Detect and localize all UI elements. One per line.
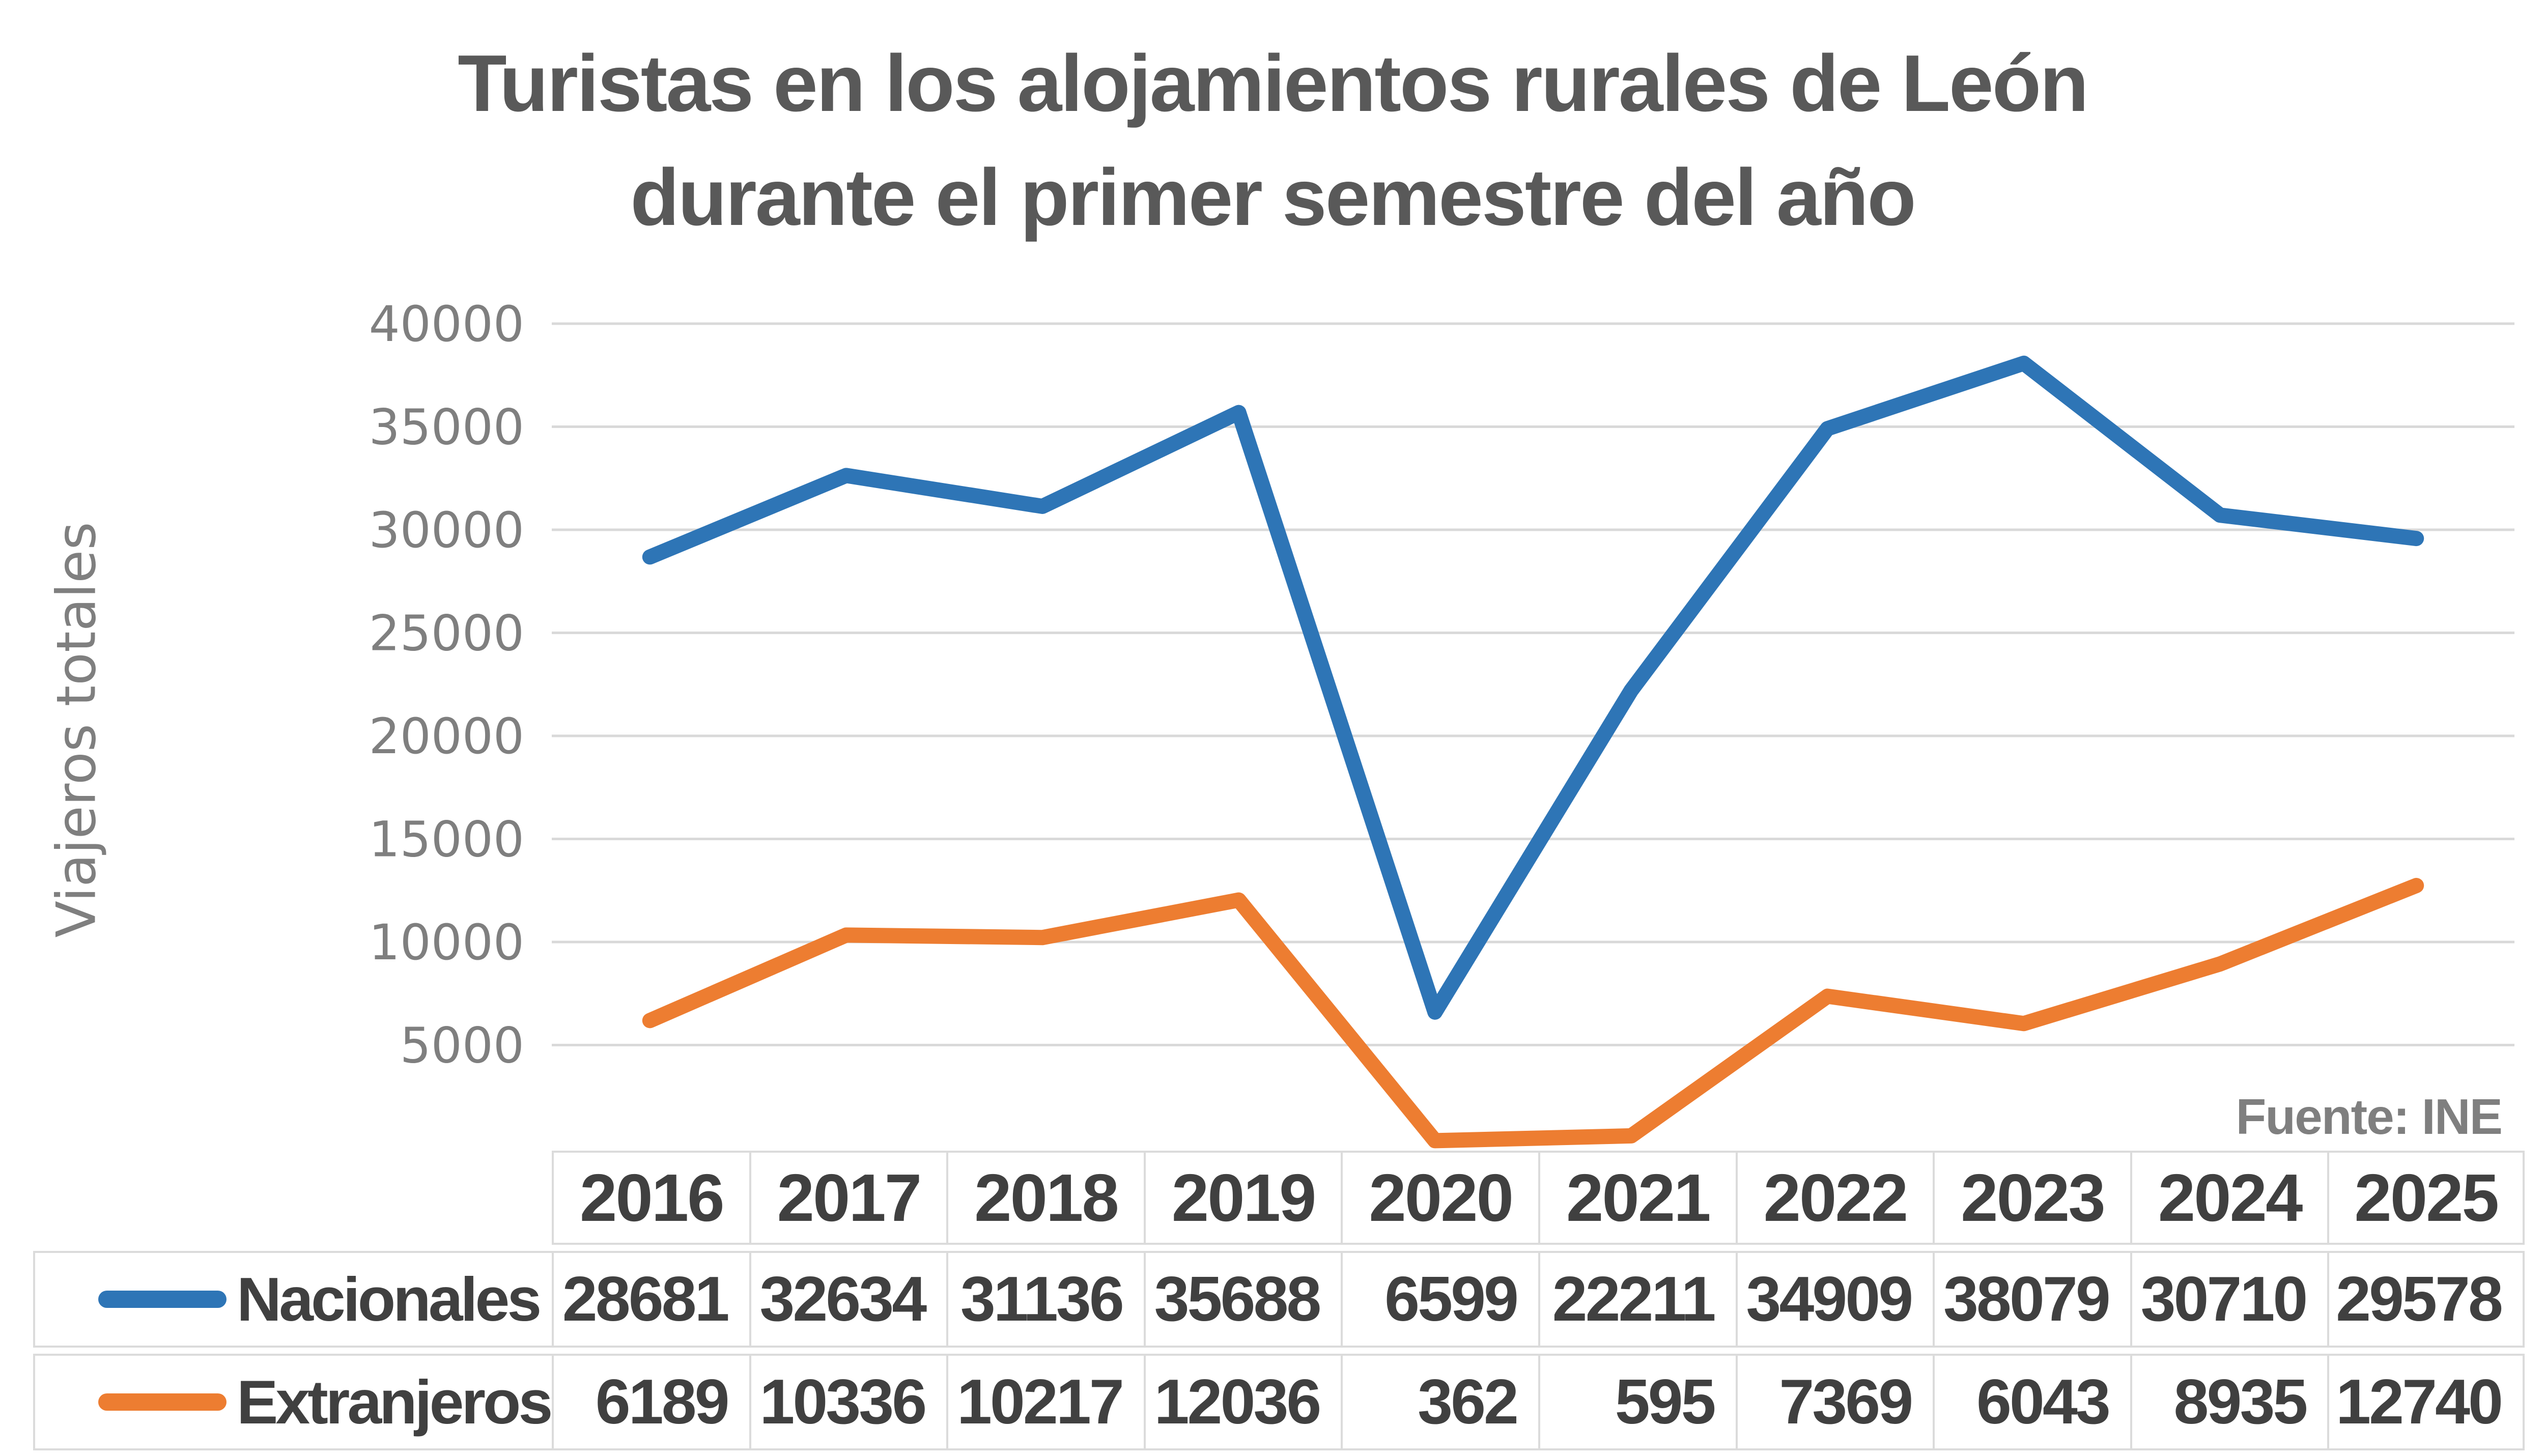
year-header-cell: 2025 — [2327, 1150, 2525, 1245]
y-axis-title: Viajeros totales — [45, 521, 108, 938]
year-header-cell: 2023 — [1933, 1150, 2130, 1245]
value-cell: 6189 — [552, 1353, 749, 1450]
data-table: 2016 2017 2018 2019 2020 2021 2022 2023 2024 2025… — [33, 1150, 2525, 1450]
chart-title-line2: durante el primer semestre del año — [630, 153, 1916, 243]
series-label-cell: Nacionales — [33, 1250, 552, 1348]
series-name-label: Nacionales — [237, 1264, 542, 1334]
value-cell: 8935 — [2130, 1353, 2328, 1450]
value-cell: 10217 — [946, 1353, 1144, 1450]
value-cell: 7369 — [1735, 1353, 1933, 1450]
chart-svg: 5000 10000 15000 20000 25000 30000 35000 40000 — [369, 296, 2514, 1149]
value-cell: 29578 — [2327, 1250, 2525, 1348]
year-header-cell: 2018 — [946, 1150, 1144, 1245]
chart-title: Turistas en los alojamientos rurales de … — [0, 0, 2545, 255]
chart-area: 5000 10000 15000 20000 25000 30000 35000 40000 … — [0, 255, 2545, 1151]
year-header-cell: 2020 — [1341, 1150, 1538, 1245]
legend-swatch-nacionales — [98, 1290, 227, 1308]
table-corner-spacer — [33, 1151, 552, 1245]
value-cell: 35688 — [1143, 1250, 1341, 1348]
value-cell: 34909 — [1735, 1250, 1933, 1348]
series-line-extranjeros — [642, 877, 2424, 1149]
year-header-cell: 2017 — [749, 1150, 947, 1245]
value-cell: 6043 — [1933, 1353, 2130, 1450]
legend-swatch-extranjeros — [98, 1393, 227, 1411]
source-note: Fuente: INE — [2236, 1088, 2503, 1145]
y-tick-label-35000: 35000 — [369, 398, 524, 455]
value-cell: 10336 — [749, 1353, 947, 1450]
value-cell: 30710 — [2130, 1250, 2328, 1348]
y-tick-label-25000: 25000 — [369, 605, 524, 662]
y-tick-label-20000: 20000 — [369, 708, 524, 765]
chart-title-line1: Turistas en los alojamientos rurales de … — [458, 39, 2089, 128]
y-tick-label-40000: 40000 — [369, 296, 524, 353]
y-tick-label-5000: 5000 — [400, 1017, 524, 1074]
series-label-cell: Extranjeros — [33, 1353, 553, 1450]
year-header-cell: 2022 — [1735, 1150, 1933, 1245]
value-cell: 28681 — [552, 1250, 749, 1348]
year-header-cell: 2019 — [1143, 1150, 1341, 1245]
y-tick-label-30000: 30000 — [369, 502, 524, 559]
value-cell: 362 — [1341, 1353, 1538, 1450]
value-cell: 6599 — [1341, 1250, 1538, 1348]
year-header-cell: 2016 — [552, 1150, 749, 1245]
year-header-cell: 2024 — [2130, 1150, 2328, 1245]
value-cell: 32634 — [749, 1250, 947, 1348]
series-name-label: Extranjeros — [237, 1367, 553, 1437]
value-cell: 595 — [1538, 1353, 1736, 1450]
value-cell: 38079 — [1933, 1250, 2130, 1348]
y-tick-label-10000: 10000 — [369, 914, 524, 971]
year-header-cell: 2021 — [1538, 1150, 1736, 1245]
value-cell: 12036 — [1143, 1353, 1341, 1450]
value-cell: 22211 — [1538, 1250, 1736, 1348]
value-cell: 31136 — [946, 1250, 1144, 1348]
y-tick-label-15000: 15000 — [369, 811, 524, 868]
series-line-nacionales — [642, 355, 2424, 1020]
value-cell: 12740 — [2327, 1353, 2525, 1450]
